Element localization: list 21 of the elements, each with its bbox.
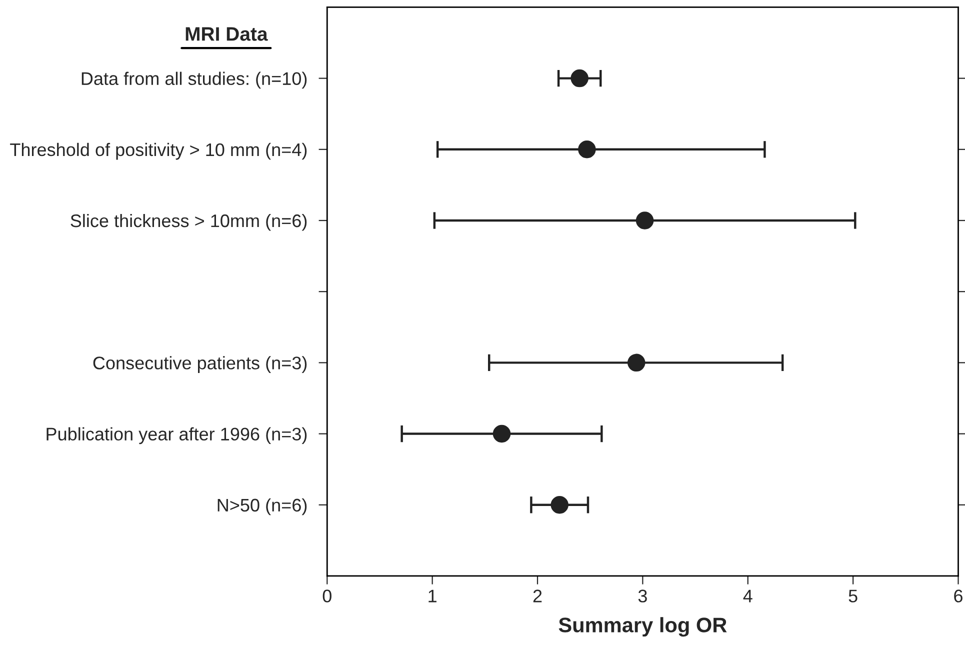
x-axis-title: Summary log OR bbox=[558, 617, 727, 637]
y-tick-label: Data from all studies: (n=10) bbox=[82, 72, 307, 89]
x-tick-label: 5 bbox=[848, 590, 858, 602]
x-tick-label: 0 bbox=[322, 590, 332, 602]
x-tick-label: 4 bbox=[743, 590, 752, 602]
text: MRI Data bbox=[186, 27, 268, 41]
y-tick-label: N>50 (n=6) bbox=[218, 498, 307, 516]
y-tick-label: Threshold of positivity > 10 mm (n=4) bbox=[10, 142, 307, 160]
point bbox=[550, 496, 568, 514]
x-tick-label: 6 bbox=[954, 590, 962, 602]
y-tick-label: Consecutive patients (n=3) bbox=[93, 356, 307, 373]
point bbox=[492, 424, 511, 443]
point bbox=[570, 69, 588, 88]
y-tick-label: Publication year after 1996 (n=3) bbox=[46, 427, 307, 444]
point bbox=[578, 140, 596, 158]
point bbox=[636, 212, 654, 230]
x-tick-label: 3 bbox=[638, 590, 647, 602]
x-tick-label: 2 bbox=[533, 590, 542, 602]
x-tick-label: 1 bbox=[428, 590, 436, 602]
point bbox=[628, 354, 646, 372]
y-tick-label: Slice thickness > 10mm (n=6) bbox=[70, 214, 307, 231]
